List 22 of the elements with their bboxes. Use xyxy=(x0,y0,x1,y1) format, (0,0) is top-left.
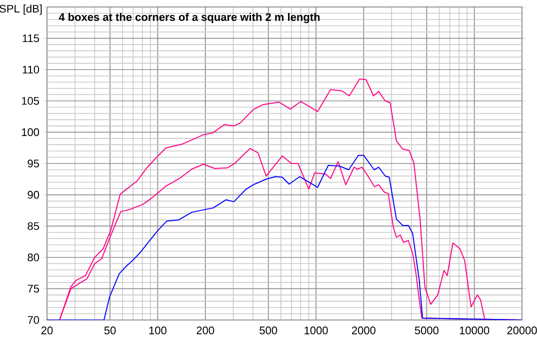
y-axis-title: SPL [dB] xyxy=(0,4,42,15)
y-tick-label: 80 xyxy=(28,254,40,262)
y-tick-label: 100 xyxy=(22,128,40,136)
y-tick-label: 90 xyxy=(28,190,40,199)
x-tick-label: 20000 xyxy=(507,326,537,334)
x-tick-label: 2000 xyxy=(352,326,376,334)
x-tick-label: 1000 xyxy=(304,326,328,334)
x-tick-label: 10000 xyxy=(460,326,490,334)
y-tick-label: 75 xyxy=(28,284,40,293)
y-tick-label: 95 xyxy=(28,160,40,168)
y-tick-label: 110 xyxy=(22,66,40,74)
x-tick-label: 50 xyxy=(104,326,116,334)
y-tick-label: 85 xyxy=(28,222,40,230)
y-tick-label: 115 xyxy=(22,34,40,42)
x-tick-label: 20 xyxy=(41,326,53,334)
x-tick-label: 100 xyxy=(149,326,166,334)
x-tick-label: 500 xyxy=(260,326,278,334)
y-tick-label: 105 xyxy=(22,97,40,105)
x-tick-label: 5000 xyxy=(414,326,438,334)
text: 4 boxes at the corners of a square with 2 m length xyxy=(58,12,320,24)
y-tick-label: 70 xyxy=(28,316,40,324)
x-tick-label: 200 xyxy=(196,326,214,334)
